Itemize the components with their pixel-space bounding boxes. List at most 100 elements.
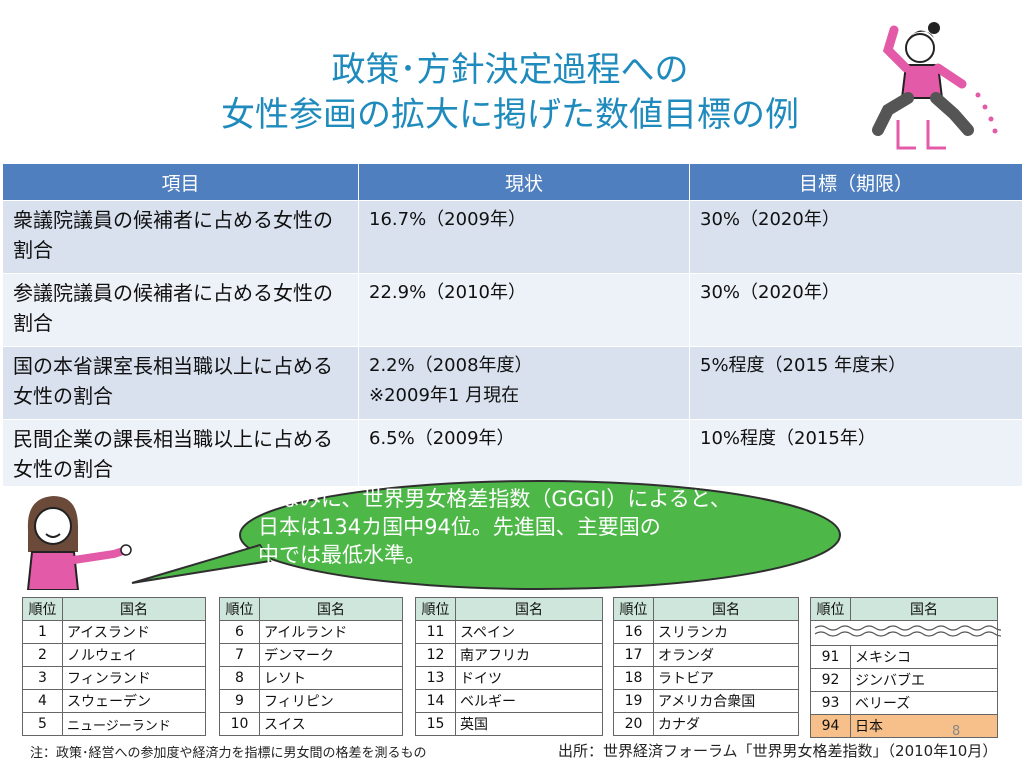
rank-cell: 19 [613, 689, 654, 713]
rank-cell: 20 [613, 712, 654, 736]
numeric-targets-table: 項目 現状 目標（期限） 衆議院議員の候補者に占める女性の割合 16.7%（20… [2, 163, 1023, 487]
country-cell: 日本 [850, 714, 998, 738]
table-row: 91 メキシコ [810, 645, 998, 669]
country-header: 国名 [850, 597, 998, 621]
rank-header: 順位 [613, 597, 654, 621]
country-cell: スイス [259, 712, 403, 736]
country-cell: スペイン [455, 620, 603, 644]
country-cell: アイルランド [259, 620, 403, 644]
table-row: 92 ジンバブエ [810, 668, 998, 692]
jumping-woman-illustration [872, 22, 998, 150]
rank-cell: 8 [219, 666, 260, 690]
rank-cell: 18 [613, 666, 654, 690]
table-row: 5 ニュージーランド [22, 712, 206, 736]
country-cell: デンマーク [259, 643, 403, 667]
bubble-text: ちなみに、世界男女格差指数（GGGI）によると、 日本は134カ国中94位。先進… [258, 487, 731, 567]
table-row: 13 ドイツ [415, 666, 603, 690]
country-cell: アメリカ合衆国 [653, 689, 799, 713]
rank-header: 順位 [810, 597, 851, 621]
rank-cell: 94 [810, 714, 851, 738]
row-target: 30%（2020年） [689, 273, 1023, 347]
footnote: 注：政策･経営への参加度や経済力を指標に男女間の格差を測るもの [30, 746, 427, 761]
table-row: 11 スペイン [415, 620, 603, 644]
wave-icon [814, 625, 1008, 637]
rank-cell: 14 [415, 689, 456, 713]
table-row: 17 オランダ [613, 643, 799, 667]
rank-cell: 13 [415, 666, 456, 690]
table-row: 2 ノルウェイ [22, 643, 206, 667]
row-item: 参議院議員の候補者に占める女性の割合 [2, 273, 359, 347]
rank-cell: 92 [810, 668, 851, 692]
page-number: 8 [952, 724, 961, 739]
row-current: 22.9%（2010年） [358, 273, 690, 347]
source-citation: 出所：世界経済フォーラム「世界男女格差指数」（2010年10月） [558, 742, 998, 760]
country-cell: ニュージーランド [62, 712, 206, 736]
country-cell: スリランカ [653, 620, 799, 644]
country-cell: レソト [259, 666, 403, 690]
omitted-rows-wave [810, 620, 1008, 646]
page-title: 政策･方針決定過程への 女性参画の拡大に掲げた数値目標の例 [120, 48, 900, 138]
table-row: 3 フィンランド [22, 666, 206, 690]
row-item: 民間企業の課長相当職以上に占める女性の割合 [2, 419, 359, 487]
table-row: 6 アイルランド [219, 620, 403, 644]
country-cell: オランダ [653, 643, 799, 667]
rank-cell: 91 [810, 645, 851, 669]
table-row: 参議院議員の候補者に占める女性の割合 22.9%（2010年） 30%（2020… [2, 273, 1023, 347]
rank-cell: 16 [613, 620, 654, 644]
header-current: 現状 [358, 163, 690, 201]
rank-cell: 7 [219, 643, 260, 667]
rank-table-4: 順位 国名 16 スリランカ 17 オランダ 18 ラトビア 19 アメリカ合衆国 20 カ… [613, 597, 799, 736]
row-target: 5%程度（2015 年度末） [689, 346, 1023, 420]
row-item: 衆議院議員の候補者に占める女性の割合 [2, 200, 359, 274]
rank-cell: 3 [22, 666, 63, 690]
pointing-woman-illustration [26, 496, 132, 590]
country-cell: メキシコ [850, 645, 998, 669]
rank-table-1: 順位 国名 1 アイスランド 2 ノルウェイ 3 フィンランド 4 スウェーデン 5 ニュー… [22, 597, 206, 736]
rank-header: 順位 [22, 597, 63, 621]
table-row: 12 南アフリカ [415, 643, 603, 667]
rank-table-3: 順位 国名 11 スペイン 12 南アフリカ 13 ドイツ 14 ベルギー 15 英国 [415, 597, 603, 736]
rank-cell: 15 [415, 712, 456, 736]
country-cell: ジンバブエ [850, 668, 998, 692]
table-row: 15 英国 [415, 712, 603, 736]
country-cell: カナダ [653, 712, 799, 736]
rank-table-2: 順位 国名 6 アイルランド 7 デンマーク 8 レソト 9 フィリピン 10 スイス [219, 597, 403, 736]
rank-cell: 11 [415, 620, 456, 644]
rank-table-5: 順位 国名 91 メキシコ 92 ジンバブエ 93 ベリーズ 94 日本 [810, 597, 1008, 738]
table-row: 国の本省課室長相当職以上に占める女性の割合 2.2%（2008年度） ※2009… [2, 346, 1023, 420]
country-cell: フィリピン [259, 689, 403, 713]
country-cell: ベルギー [455, 689, 603, 713]
table-row: 16 スリランカ [613, 620, 799, 644]
country-cell: ラトビア [653, 666, 799, 690]
country-cell: ベリーズ [850, 691, 998, 715]
country-header: 国名 [62, 597, 206, 621]
title-line-2: 女性参画の拡大に掲げた数値目標の例 [221, 95, 799, 135]
row-current: 2.2%（2008年度） ※2009年1 月現在 [358, 346, 690, 420]
country-cell: アイスランド [62, 620, 206, 644]
rank-cell: 1 [22, 620, 63, 644]
table-row: 19 アメリカ合衆国 [613, 689, 799, 713]
country-cell: フィンランド [62, 666, 206, 690]
speech-bubble [131, 480, 841, 590]
table-row: 衆議院議員の候補者に占める女性の割合 16.7%（2009年） 30%（2020… [2, 200, 1023, 274]
wave-divider [810, 620, 1008, 646]
rank-cell: 10 [219, 712, 260, 736]
country-header: 国名 [455, 597, 603, 621]
table-row: 14 ベルギー [415, 689, 603, 713]
rank-cell: 17 [613, 643, 654, 667]
table-row: 7 デンマーク [219, 643, 403, 667]
header-target: 目標（期限） [689, 163, 1023, 201]
table-row: 4 スウェーデン [22, 689, 206, 713]
table-row: 20 カナダ [613, 712, 799, 736]
country-cell: 南アフリカ [455, 643, 603, 667]
rank-cell: 5 [22, 712, 63, 736]
country-header: 国名 [259, 597, 403, 621]
row-target: 10%程度（2015年） [689, 419, 1023, 487]
country-cell: ノルウェイ [62, 643, 206, 667]
country-cell: 英国 [455, 712, 603, 736]
rank-cell: 12 [415, 643, 456, 667]
rank-cell: 6 [219, 620, 260, 644]
row-target: 30%（2020年） [689, 200, 1023, 274]
rank-cell: 4 [22, 689, 63, 713]
header-item: 項目 [2, 163, 359, 201]
